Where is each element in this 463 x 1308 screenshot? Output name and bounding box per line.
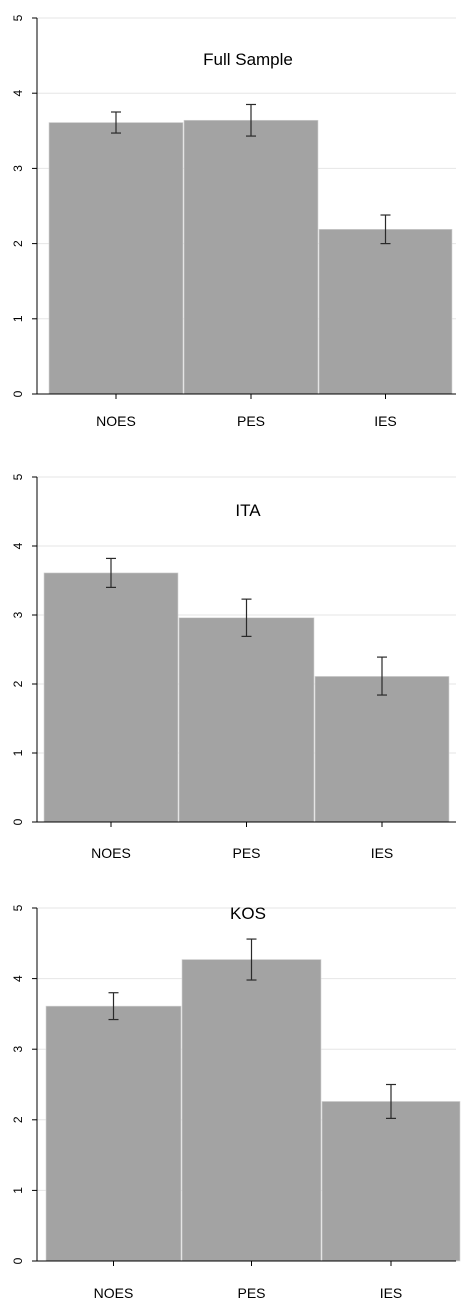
bar-ita-ies: [314, 676, 450, 823]
bar-ita-noes: [43, 572, 179, 823]
chart-title-full-sample: Full Sample: [203, 50, 293, 69]
chart-svg-kos: 0 1 2 3 4 5 NOES PES IES KOS: [11, 904, 461, 1301]
y-tick-label-full-sample-5: 5: [11, 14, 25, 21]
y-tick-label-kos-3: 3: [11, 1046, 25, 1053]
y-tick-label-ita-0: 0: [11, 818, 25, 825]
error-bar-full-sample-noes: [111, 111, 121, 134]
chart-full-sample: 0 1 2 3 4 5 NOES PES IES Full Sample: [0, 0, 463, 430]
error-bar-full-sample-ies: [380, 214, 391, 245]
bar-full-sample-pes: [183, 119, 319, 395]
x-tick-label-ita-pes: PES: [232, 845, 260, 861]
chart-svg-full-sample: 0 1 2 3 4 5 NOES PES IES Full Sample: [11, 14, 456, 429]
x-tick-label-kos-ies: IES: [380, 1285, 403, 1301]
x-tick-label-full-sample-ies: IES: [374, 413, 397, 429]
chart-ita: 0 1 2 3 4 5 NOES PES IES ITA: [0, 450, 463, 872]
y-tick-label-full-sample-2: 2: [11, 240, 25, 247]
error-bar-ita-noes: [106, 557, 116, 588]
y-tick-label-full-sample-0: 0: [11, 390, 25, 397]
error-bar-full-sample-pes: [246, 103, 256, 137]
chart-kos: 0 1 2 3 4 5 NOES PES IES KOS: [0, 880, 463, 1308]
error-bar-ita-pes: [241, 598, 252, 637]
x-tick-label-kos-pes: PES: [237, 1285, 265, 1301]
bar-kos-noes: [45, 1005, 182, 1262]
x-tick-label-ita-ies: IES: [371, 845, 394, 861]
bar-full-sample-ies: [318, 229, 453, 395]
error-bar-kos-noes: [108, 992, 119, 1021]
y-tick-label-full-sample-4: 4: [11, 90, 25, 97]
y-tick-label-ita-2: 2: [11, 680, 25, 687]
x-tick-label-kos-noes: NOES: [94, 1285, 134, 1301]
bar-kos-pes: [181, 959, 322, 1262]
y-tick-label-kos-5: 5: [11, 904, 25, 911]
error-bar-ita-ies: [377, 656, 387, 696]
y-tick-label-ita-5: 5: [11, 473, 25, 480]
x-tick-label-full-sample-noes: NOES: [96, 413, 136, 429]
y-tick-label-kos-1: 1: [11, 1187, 25, 1194]
y-tick-label-ita-4: 4: [11, 542, 25, 549]
error-bar-kos-ies: [386, 1083, 396, 1119]
y-tick-label-ita-3: 3: [11, 611, 25, 618]
y-tick-label-full-sample-1: 1: [11, 315, 25, 322]
y-tick-label-kos-0: 0: [11, 1257, 25, 1264]
error-bar-kos-pes: [246, 938, 257, 981]
chart-title-ita: ITA: [235, 501, 261, 520]
bar-kos-ies: [321, 1101, 461, 1262]
bar-ita-pes: [178, 617, 315, 823]
bar-full-sample-noes: [48, 122, 184, 395]
y-tick-label-full-sample-3: 3: [11, 165, 25, 172]
y-tick-label-ita-1: 1: [11, 749, 25, 756]
x-tick-label-full-sample-pes: PES: [237, 413, 265, 429]
chart-svg-ita: 0 1 2 3 4 5 NOES PES IES ITA: [11, 473, 456, 861]
y-tick-label-kos-2: 2: [11, 1116, 25, 1123]
chart-title-kos: KOS: [230, 904, 266, 923]
y-tick-label-kos-4: 4: [11, 975, 25, 982]
x-tick-label-ita-noes: NOES: [91, 845, 131, 861]
